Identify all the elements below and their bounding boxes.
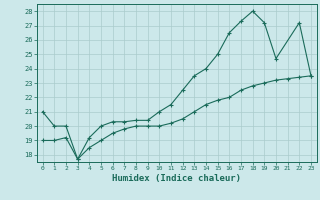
X-axis label: Humidex (Indice chaleur): Humidex (Indice chaleur) [112, 174, 241, 183]
